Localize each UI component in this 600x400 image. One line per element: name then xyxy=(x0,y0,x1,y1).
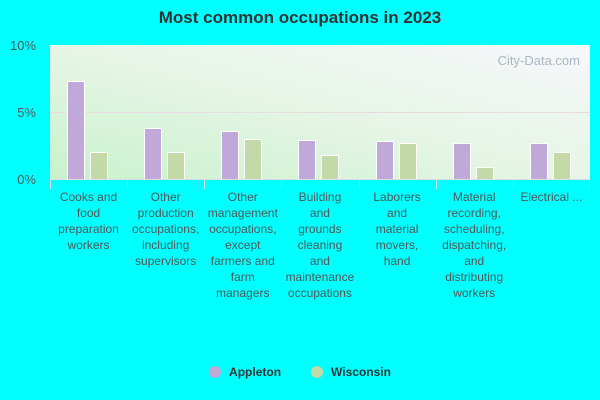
x-tick-mark xyxy=(204,180,206,189)
x-tick-mark xyxy=(512,180,514,189)
x-tick-label: Other management occupations, except far… xyxy=(207,190,278,300)
bar-wisconsin[interactable] xyxy=(167,152,186,179)
x-tick-label: Electrical ... xyxy=(520,190,583,204)
plot-area: City-Data.com xyxy=(50,45,590,179)
bar-appleton[interactable] xyxy=(144,128,163,179)
gridline-5 xyxy=(50,112,590,113)
y-tick-10: 10% xyxy=(9,38,36,53)
x-tick-mark xyxy=(589,180,590,189)
legend: Appleton Wisconsin xyxy=(0,365,600,379)
watermark: City-Data.com xyxy=(497,53,580,68)
bar-appleton[interactable] xyxy=(375,141,394,179)
bar-wisconsin[interactable] xyxy=(475,166,494,179)
x-tick-label: Cooks and food preparation workers xyxy=(58,190,119,252)
x-tick-mark xyxy=(50,180,51,189)
x-axis xyxy=(50,179,590,180)
legend-item-wisconsin[interactable]: Wisconsin xyxy=(311,365,391,379)
x-tick-label: Material recording, scheduling, dispatch… xyxy=(442,190,507,300)
bar-wisconsin[interactable] xyxy=(398,142,417,179)
legend-item-appleton[interactable]: Appleton xyxy=(209,365,281,379)
bar-appleton[interactable] xyxy=(298,140,317,179)
wisconsin-swatch-icon xyxy=(311,366,324,378)
x-tick-label: Other production occupations, including … xyxy=(131,190,200,268)
x-tick-mark xyxy=(281,180,283,189)
x-tick-mark xyxy=(127,180,129,189)
bar-wisconsin[interactable] xyxy=(90,152,108,179)
bar-wisconsin[interactable] xyxy=(244,138,263,179)
bar-appleton[interactable] xyxy=(67,81,85,179)
appleton-swatch-icon xyxy=(209,366,222,378)
legend-label: Wisconsin xyxy=(331,365,391,379)
bar-appleton[interactable] xyxy=(529,142,548,179)
bar-wisconsin[interactable] xyxy=(552,152,571,179)
bar-appleton[interactable] xyxy=(452,142,471,179)
bar-appleton[interactable] xyxy=(221,130,240,179)
x-tick-label: Laborers and material movers, hand xyxy=(373,190,421,268)
x-tick-label: Building and grounds cleaning and mainte… xyxy=(285,190,355,300)
y-tick-0: 0% xyxy=(17,172,36,187)
chart-title: Most common occupations in 2023 xyxy=(158,8,442,27)
bar-wisconsin[interactable] xyxy=(321,154,340,179)
x-tick-mark xyxy=(435,180,437,189)
x-tick-mark xyxy=(358,180,360,189)
legend-label: Appleton xyxy=(229,365,282,379)
y-tick-5: 5% xyxy=(17,105,36,120)
